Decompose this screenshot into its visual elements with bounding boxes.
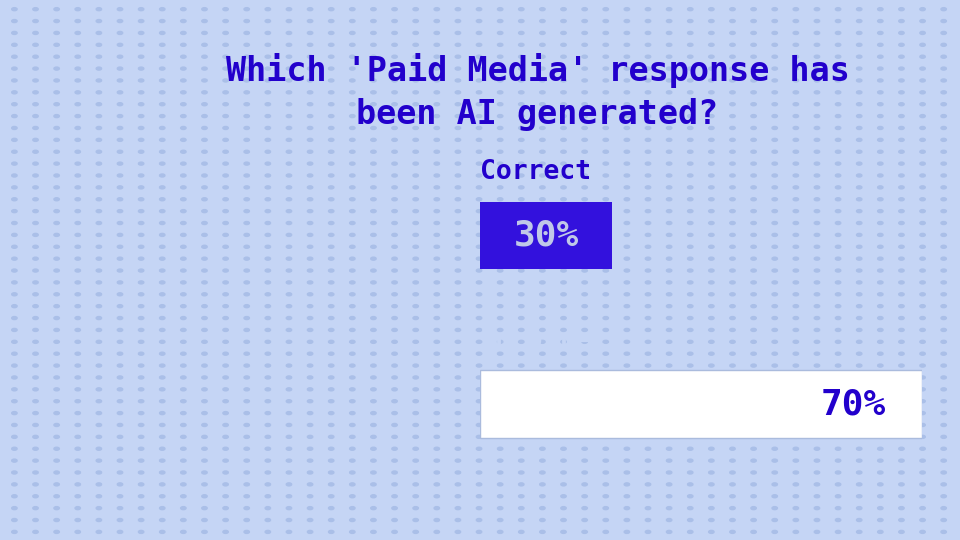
Text: 70%: 70% [821, 387, 886, 421]
FancyBboxPatch shape [480, 370, 922, 438]
Text: 30%: 30% [514, 219, 579, 253]
Text: Correct: Correct [480, 159, 591, 185]
Text: Incorrect: Incorrect [480, 328, 623, 354]
FancyBboxPatch shape [480, 202, 612, 269]
Text: Which 'Paid Media' response has
been AI generated?: Which 'Paid Media' response has been AI … [226, 52, 850, 131]
